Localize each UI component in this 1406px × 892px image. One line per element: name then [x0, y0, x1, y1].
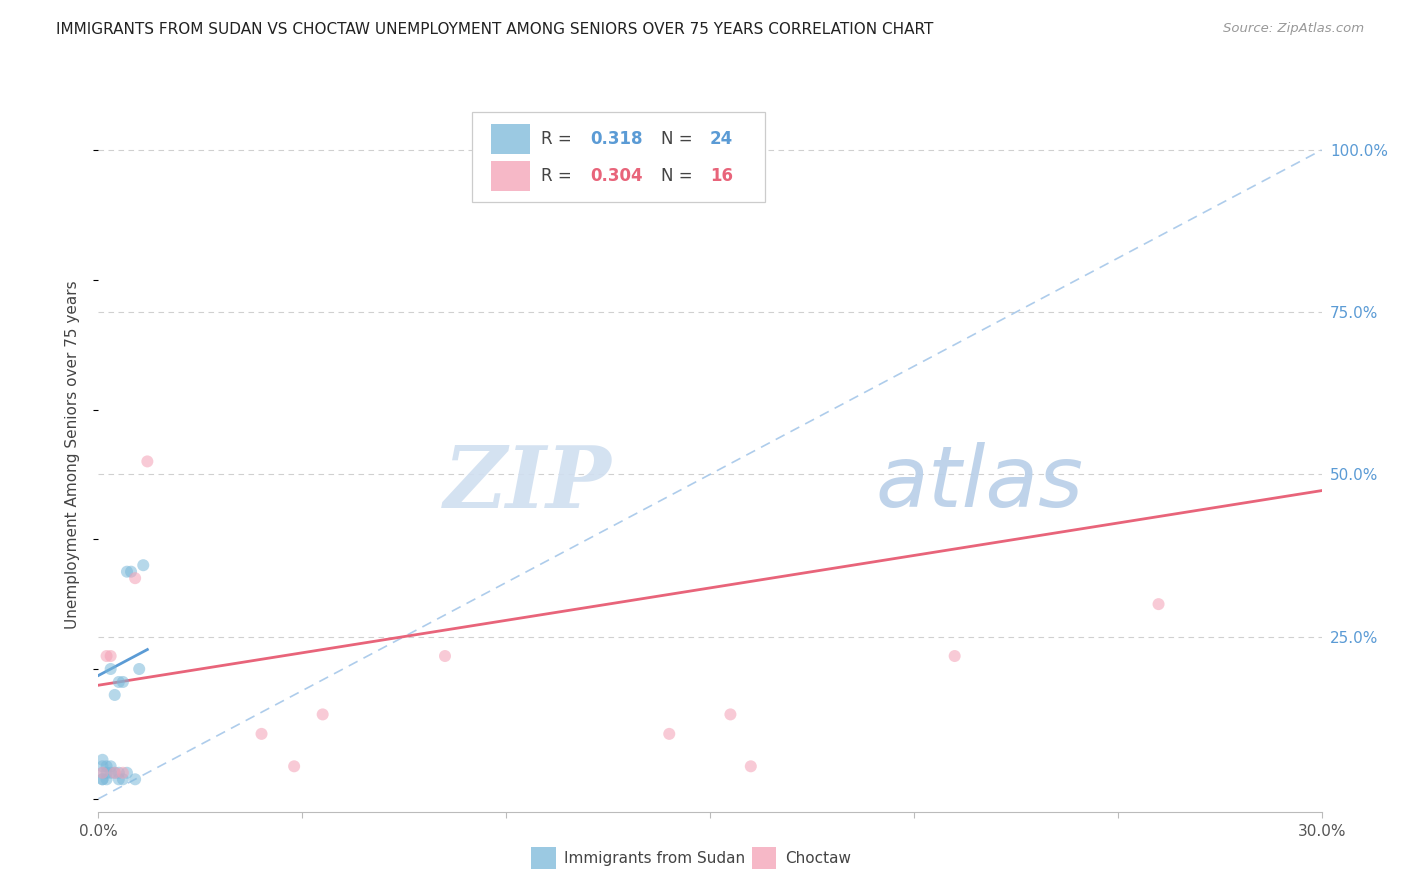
- Point: [91, 765, 114, 780]
- Y-axis label: Unemployment Among Seniors over 75 years: Unemployment Among Seniors over 75 years: [65, 281, 80, 629]
- Text: atlas: atlas: [875, 442, 1083, 525]
- FancyBboxPatch shape: [752, 847, 776, 869]
- Point: [108, 675, 131, 690]
- Point: [111, 765, 134, 780]
- FancyBboxPatch shape: [491, 124, 530, 153]
- Point: [111, 675, 134, 690]
- Point: [96, 759, 118, 773]
- Point: [91, 772, 114, 787]
- Point: [104, 688, 127, 702]
- Point: [100, 648, 122, 663]
- Point: [128, 662, 150, 676]
- Point: [100, 759, 122, 773]
- Point: [136, 454, 159, 468]
- Point: [124, 772, 146, 787]
- Text: Immigrants from Sudan: Immigrants from Sudan: [564, 851, 745, 865]
- Text: N =: N =: [661, 167, 697, 185]
- Point: [312, 707, 335, 722]
- Point: [100, 765, 122, 780]
- Point: [720, 707, 742, 722]
- Point: [96, 648, 118, 663]
- Point: [283, 759, 305, 773]
- Point: [111, 772, 134, 787]
- Point: [943, 648, 966, 663]
- Text: N =: N =: [661, 130, 697, 148]
- Point: [108, 772, 131, 787]
- Point: [104, 765, 127, 780]
- Point: [250, 727, 273, 741]
- Point: [658, 727, 681, 741]
- Point: [91, 759, 114, 773]
- Text: 0.304: 0.304: [591, 167, 643, 185]
- Point: [132, 558, 155, 573]
- FancyBboxPatch shape: [491, 161, 530, 191]
- Point: [115, 565, 138, 579]
- Point: [104, 765, 127, 780]
- Text: 24: 24: [710, 130, 734, 148]
- Text: R =: R =: [541, 167, 578, 185]
- Point: [96, 772, 118, 787]
- Text: Choctaw: Choctaw: [785, 851, 851, 865]
- Point: [115, 765, 138, 780]
- Text: 0.318: 0.318: [591, 130, 643, 148]
- Point: [740, 759, 762, 773]
- Point: [108, 765, 131, 780]
- Text: R =: R =: [541, 130, 578, 148]
- Point: [91, 753, 114, 767]
- Text: 16: 16: [710, 167, 733, 185]
- Text: IMMIGRANTS FROM SUDAN VS CHOCTAW UNEMPLOYMENT AMONG SENIORS OVER 75 YEARS CORREL: IMMIGRANTS FROM SUDAN VS CHOCTAW UNEMPLO…: [56, 22, 934, 37]
- Point: [434, 648, 457, 663]
- Point: [124, 571, 146, 585]
- Point: [91, 765, 114, 780]
- Point: [120, 565, 142, 579]
- Point: [91, 772, 114, 787]
- Point: [1147, 597, 1170, 611]
- Text: ZIP: ZIP: [444, 442, 612, 525]
- Point: [96, 765, 118, 780]
- Point: [100, 662, 122, 676]
- FancyBboxPatch shape: [531, 847, 555, 869]
- Text: Source: ZipAtlas.com: Source: ZipAtlas.com: [1223, 22, 1364, 36]
- FancyBboxPatch shape: [471, 112, 765, 202]
